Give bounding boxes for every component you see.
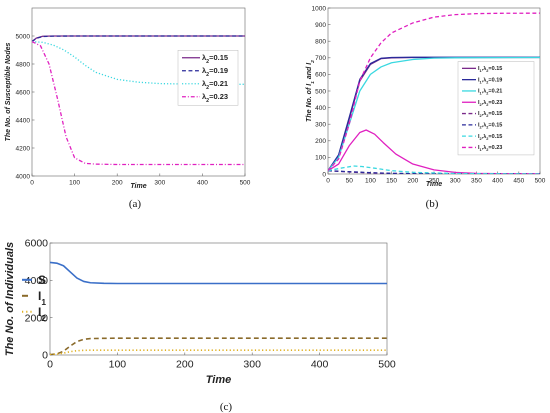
y-tick-label: 300: [315, 121, 326, 128]
legend-label: I2,λ2=0.23: [478, 100, 502, 107]
y-tick-label: 500: [315, 88, 326, 95]
x-tick-label: 50: [346, 178, 354, 185]
series-line-1: [50, 261, 387, 285]
caption-b: (b): [426, 198, 439, 210]
x-tick-label: 400: [311, 359, 329, 371]
chart-panel-c: 0 100 200 300 400 500 0 2000 4000 6000 Time The No.…: [4, 238, 396, 386]
legend-box: [457, 61, 535, 156]
y-tick-label: 600: [315, 72, 326, 79]
x-tick-label: 300: [154, 180, 165, 187]
x-tick-label: 100: [365, 178, 376, 185]
x-tick-label: 150: [386, 178, 397, 185]
y-tick-label: 4800: [16, 61, 31, 68]
legend-label: I1,λ2=0.23: [478, 145, 502, 152]
x-tick-label: 0: [30, 180, 34, 187]
y-tick-label: 4000: [25, 275, 49, 287]
x-tick-label: 500: [240, 180, 251, 187]
series-line-2: [328, 56, 540, 172]
y-axis-label: The No. of Individuals: [4, 242, 16, 356]
x-tick-label: 450: [513, 178, 524, 185]
y-tick-label: 4000: [16, 173, 31, 180]
x-tick-label: 400: [492, 178, 503, 185]
y-tick-label: 4600: [16, 89, 31, 96]
x-tick-label: 0: [47, 359, 53, 371]
x-axis-label: Time: [426, 181, 442, 188]
chart-panel-a: 0 100 200 300 400 500 4000 4200 4400 4600 4800 5000…: [5, 7, 251, 190]
y-tick-label: 800: [315, 38, 326, 45]
caption-c: (c): [220, 401, 233, 413]
y-tick-label: 900: [315, 22, 326, 29]
series-line-7: [328, 165, 540, 174]
x-tick-label: 300: [243, 359, 261, 371]
legend-label: I1,λ2=0.15: [478, 66, 502, 73]
x-tick-label: 200: [407, 178, 418, 185]
y-tick-label: 4200: [16, 145, 31, 152]
y-tick-label: 100: [315, 155, 326, 162]
x-axis-label: Time: [206, 374, 231, 386]
series-line-8: [328, 12, 540, 172]
x-tick-label: 250: [429, 178, 440, 185]
y-axis-label: The No. of I1 and I2: [306, 60, 316, 122]
y-tick-label: 1000: [312, 5, 327, 12]
y-axis-label: The No. of Susceptible Nodes: [5, 43, 12, 142]
legend-label: I2,λ2=0.15: [478, 134, 502, 141]
x-tick-label: 300: [450, 178, 461, 185]
x-tick-label: 350: [471, 178, 482, 185]
x-tick-label: 400: [197, 180, 208, 187]
x-axis-label: Time: [130, 183, 146, 190]
x-tick-label: 100: [109, 359, 127, 371]
chart-panel-b: 0 50 100 150 200 250 300 350 400 450 500 0 100 200 300…: [306, 5, 546, 188]
legend-label: S: [38, 273, 46, 287]
series-line-6: [328, 170, 540, 174]
series-line-4: [32, 41, 245, 166]
y-tick-label: 2000: [25, 312, 49, 324]
y-tick-label: 5000: [16, 33, 31, 40]
legend-label: I1: [38, 289, 46, 307]
legend-box: [177, 50, 239, 106]
legend-label: I2,λ2=0.15: [478, 123, 502, 130]
x-tick-label: 200: [176, 359, 194, 371]
legend-label: I1,λ2=0.21: [478, 89, 502, 96]
series-line-2: [32, 35, 245, 43]
x-tick-label: 500: [378, 359, 396, 371]
legend-label: I2,λ2=0.15: [478, 111, 502, 118]
x-tick-label: 500: [535, 178, 546, 185]
y-tick-label: 400: [315, 105, 326, 112]
y-tick-label: 4400: [16, 117, 31, 124]
x-tick-label: 100: [69, 180, 80, 187]
y-tick-label: 6000: [25, 238, 49, 250]
series-line-3: [32, 40, 245, 85]
series-line-2: [50, 337, 387, 355]
y-tick-label: 700: [315, 55, 326, 62]
y-tick-label: 0: [42, 350, 48, 362]
legend-label: I1,λ2=0.19: [478, 77, 502, 84]
caption-a: (a): [129, 198, 142, 210]
legend-label: I2: [38, 305, 46, 323]
x-tick-label: 200: [112, 180, 123, 187]
plot-frame: [49, 242, 388, 356]
y-tick-label: 0: [322, 171, 326, 178]
x-tick-label: 0: [326, 178, 330, 185]
y-tick-label: 200: [315, 138, 326, 145]
